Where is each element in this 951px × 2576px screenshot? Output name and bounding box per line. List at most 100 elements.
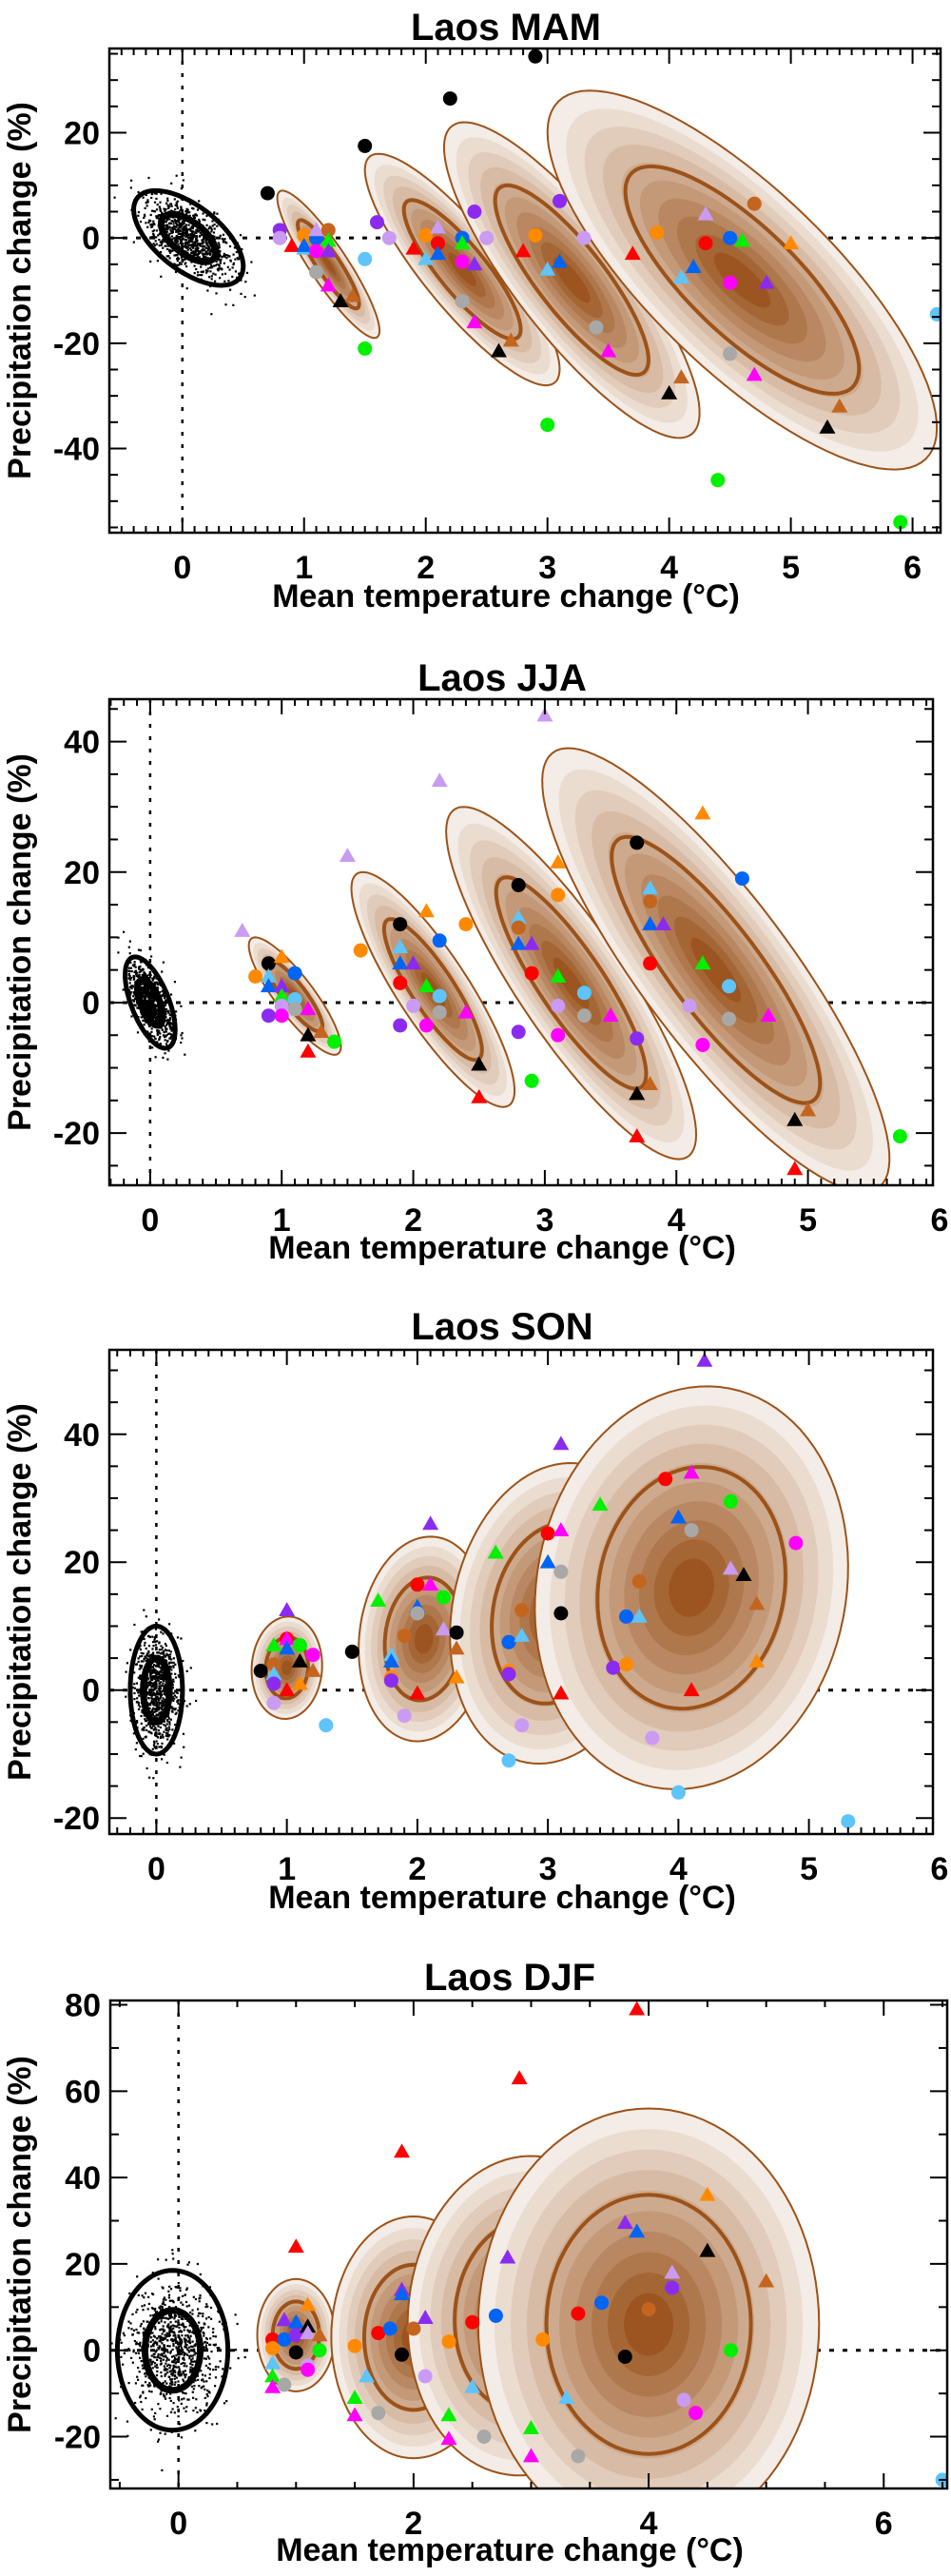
natural-variability-sample [168,2314,171,2317]
x-tick-label: 1 [295,550,313,586]
natural-variability-sample [188,2324,191,2327]
natural-variability-sample [170,1029,173,1032]
natural-variability-sample [140,1755,143,1758]
natural-variability-sample [155,229,158,232]
natural-variability-sample [143,213,146,216]
model-point-triangle-purple [320,243,337,258]
natural-variability-sample [205,2392,208,2396]
model-point-circle-red [371,2326,386,2341]
natural-variability-sample [154,2326,157,2329]
natural-variability-sample [185,2288,188,2292]
natural-variability-sample [157,2440,160,2443]
model-point-circle-orange [551,888,566,903]
natural-variability-sample [140,2400,143,2404]
natural-variability-sample [126,1662,128,1665]
model-point-circle-red [698,236,713,251]
natural-variability-sample [139,1655,142,1658]
natural-variability-sample [149,1674,152,1677]
natural-variability-sample [180,2339,183,2342]
natural-variability-sample [174,2314,178,2317]
natural-variability-sample [159,2337,162,2340]
natural-variability-sample [178,2336,181,2339]
natural-variability-sample [147,221,150,224]
natural-variability-sample [160,1630,163,1633]
natural-variability-sample [151,1004,154,1006]
natural-variability-sample [178,258,181,261]
natural-variability-sample [149,1011,152,1014]
natural-variability-sample [194,2297,197,2301]
natural-variability-sample [190,225,194,228]
natural-variability-sample [209,2337,212,2340]
natural-variability-sample [169,2378,172,2381]
natural-variability-sample [195,1699,198,1703]
natural-variability-sample [138,970,141,973]
natural-variability-sample [146,966,149,969]
plot-area [109,1350,933,1834]
natural-variability-sample [148,1776,151,1779]
model-point-triangle-red [394,2143,411,2158]
natural-variability-sample [177,2359,180,2362]
natural-variability-sample [165,2335,168,2338]
model-point-circle-lavender [406,998,421,1013]
natural-variability-sample [205,2422,208,2425]
model-point-circle-purple [553,193,567,208]
model-point-triangle-orange [448,1669,465,1684]
model-point-circle-green [292,1638,307,1653]
natural-variability-sample [214,2365,217,2369]
natural-variability-sample [189,2366,192,2369]
natural-variability-sample [139,2356,142,2359]
natural-variability-sample [165,247,169,251]
natural-variability-sample [139,1677,142,1680]
natural-variability-sample [158,1687,162,1689]
model-point-triangle-lightblue [464,2378,481,2393]
natural-variability-sample [182,1732,184,1735]
natural-variability-sample [184,242,187,244]
natural-variability-sample [172,1666,175,1669]
natural-variability-sample [163,2352,165,2354]
natural-variability-sample [196,239,199,242]
natural-variability-sample [185,2348,189,2351]
natural-variability-sample [182,1659,184,1663]
model-point-triangle-magenta [746,366,763,381]
natural-variability-sample [192,2360,195,2363]
model-point-circle-black [449,1625,464,1640]
natural-variability-sample [158,1704,161,1707]
natural-variability-sample [163,1675,165,1678]
natural-variability-sample [184,2343,187,2346]
natural-variability-sample [178,2366,181,2369]
natural-variability-sample [149,2429,152,2431]
model-point-triangle-orange [273,948,290,964]
natural-variability-sample [204,253,208,256]
natural-variability-sample [150,1682,153,1685]
natural-variability-sample [190,245,193,248]
natural-variability-sample [162,1682,165,1685]
natural-variability-sample [161,1671,164,1674]
natural-variability-sample [165,2258,167,2261]
natural-variability-sample [162,2325,165,2328]
natural-variability-sample [191,206,194,209]
natural-variability-sample [146,1678,149,1681]
natural-variability-sample [161,1706,164,1708]
natural-variability-sample [190,2369,194,2371]
natural-variability-sample [169,2385,172,2388]
natural-variability-sample [148,1707,151,1709]
natural-variability-sample [156,1640,159,1643]
natural-variability-sample [183,2329,185,2332]
natural-variability-sample [170,2328,173,2331]
model-points [234,707,907,1176]
natural-variability-sample [136,1006,139,1009]
natural-variability-sample [161,242,164,244]
natural-variability-sample [162,1647,165,1649]
natural-variability-sample [132,995,135,998]
natural-variability-sample [188,233,191,236]
natural-variability-sample [189,2345,192,2348]
model-point-triangle-purple [696,1352,713,1367]
natural-variability-sample [180,205,183,208]
natural-variability-sample [183,227,185,230]
natural-variability-sample [151,225,154,228]
natural-variability-sample [133,993,136,996]
natural-variability-sample [163,2345,165,2349]
y-tick-label: 0 [82,1673,100,1709]
x-tick-label: 2 [404,1202,422,1239]
